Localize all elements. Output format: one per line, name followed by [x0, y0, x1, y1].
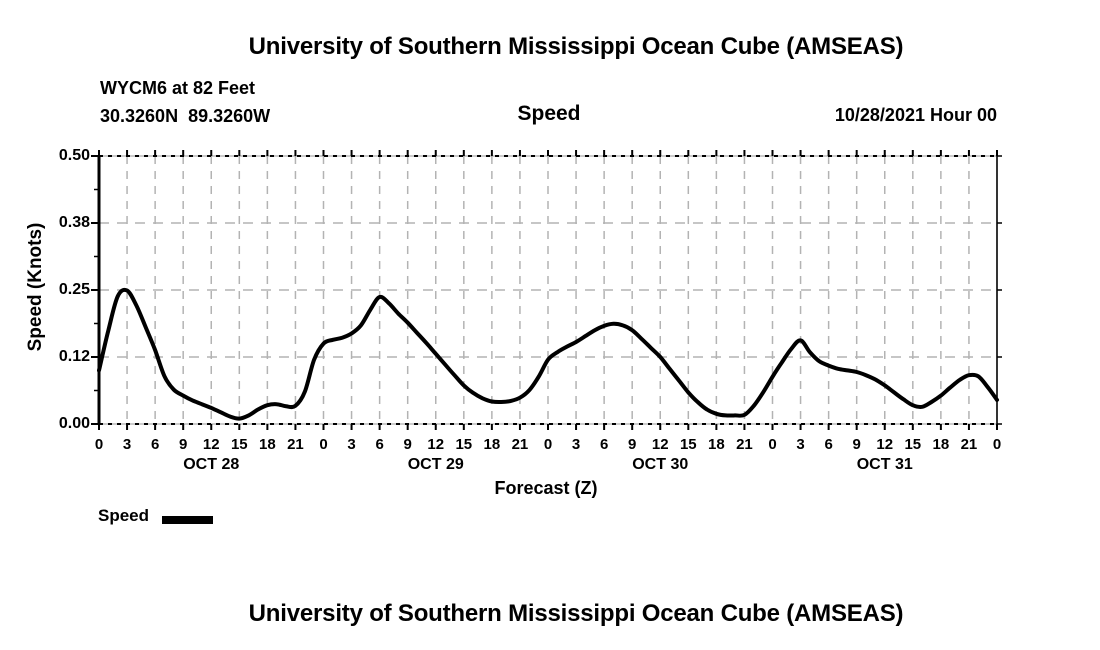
x-tick-label: 21 [287, 436, 304, 453]
x-tick-label: 15 [455, 436, 473, 453]
x-tick-label: 21 [960, 436, 978, 453]
legend-line-sample [162, 516, 213, 524]
x-tick-label: 9 [628, 436, 637, 453]
x-tick-label: 3 [571, 436, 581, 453]
x-tick-label: 0 [319, 436, 328, 453]
run-date-label: 10/28/2021 Hour 00 [834, 105, 997, 125]
x-tick-label: 0 [992, 436, 1002, 453]
x-tick-label: 3 [347, 436, 356, 453]
x-tick-label: 18 [259, 436, 276, 453]
x-tick-label: 12 [427, 436, 445, 453]
y-tick-label: 0.25 [58, 281, 90, 298]
x-tick-label: 3 [122, 436, 132, 453]
x-tick-label: 18 [932, 436, 950, 453]
x-tick-label: 0 [543, 436, 553, 453]
x-tick-label: 12 [651, 436, 669, 453]
x-axis-title: Forecast (Z) [494, 478, 598, 498]
x-tick-label: 15 [679, 436, 697, 453]
page-title-bottom: University of Southern Mississippi Ocean… [248, 600, 904, 627]
x-tick-label: 9 [852, 436, 861, 453]
station-label: WYCM6 at 82 Feet [100, 78, 256, 98]
coordinates-label: 30.3260N 89.3260W [100, 106, 271, 126]
x-tick-label: 3 [796, 436, 805, 453]
x-day-label: OCT 28 [183, 456, 240, 473]
x-tick-label: 9 [179, 436, 188, 453]
y-tick-label: 0.50 [58, 147, 90, 164]
x-tick-label: 21 [736, 436, 753, 453]
page-title-top: University of Southern Mississippi Ocean… [248, 33, 904, 60]
x-tick-label: 18 [483, 436, 501, 453]
x-tick-label: 12 [876, 436, 894, 453]
chart-title: Speed [517, 102, 581, 125]
x-tick-label: 6 [150, 436, 160, 453]
x-day-label: OCT 31 [856, 456, 913, 473]
x-tick-label: 0 [94, 436, 104, 453]
x-tick-label: 15 [230, 436, 248, 453]
speed-curve [97, 287, 999, 421]
x-tick-label: 6 [599, 436, 609, 453]
x-tick-label: 12 [202, 436, 220, 453]
x-tick-label: 6 [824, 436, 833, 453]
y-tick-label: 0.00 [58, 415, 90, 432]
x-tick-label: 21 [511, 436, 529, 453]
legend-label: Speed [98, 506, 150, 525]
x-day-label: OCT 29 [407, 456, 464, 473]
x-tick-label: 18 [708, 436, 725, 453]
y-tick-label: 0.12 [58, 348, 90, 365]
x-tick-label: 15 [904, 436, 922, 453]
x-tick-label: 0 [768, 436, 777, 453]
x-tick-label: 9 [403, 436, 412, 453]
x-day-label: OCT 30 [632, 456, 689, 473]
y-tick-label: 0.38 [58, 214, 90, 231]
x-tick-label: 6 [375, 436, 384, 453]
